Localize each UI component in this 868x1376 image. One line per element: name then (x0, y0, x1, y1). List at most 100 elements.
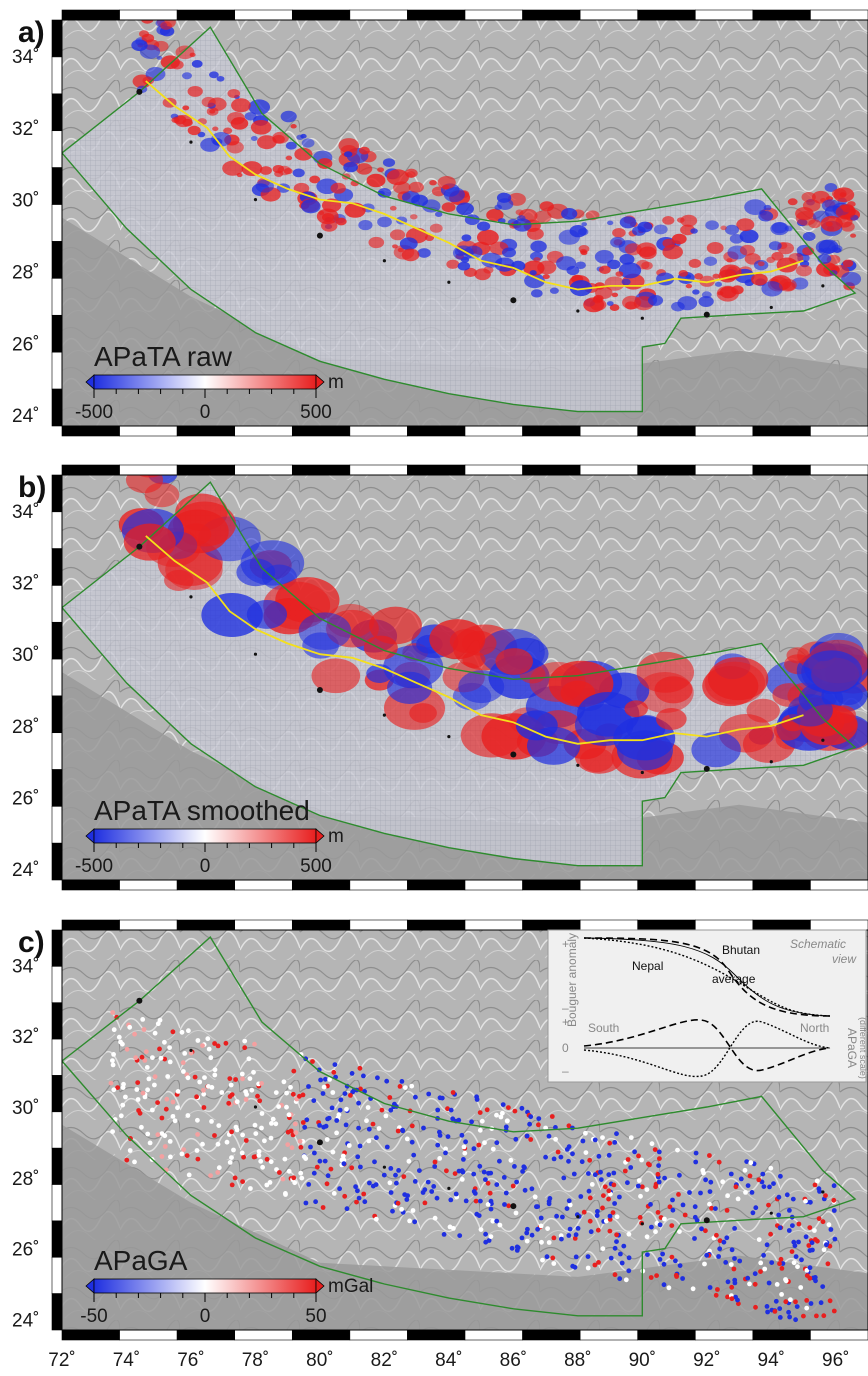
frame-bottom-segment (61, 879, 120, 891)
gravity-station (118, 1113, 124, 1119)
gravity-station (164, 1096, 170, 1102)
negative-anomaly (692, 289, 700, 295)
gravity-station (494, 1218, 500, 1224)
gravity-station (364, 1118, 369, 1124)
frame-bottom-segment (349, 425, 408, 437)
gravity-station (505, 1118, 510, 1124)
gravity-station (606, 1188, 612, 1194)
negative-anomaly (841, 271, 862, 287)
gravity-station (158, 1055, 164, 1061)
negative-anomaly (691, 731, 741, 768)
positive-anomaly (808, 219, 821, 229)
gravity-station (806, 1243, 812, 1248)
gravity-station (707, 1285, 713, 1290)
profile-marker (382, 259, 386, 263)
gravity-station (298, 1170, 304, 1176)
positive-anomaly (429, 223, 443, 233)
gravity-station (713, 1206, 718, 1211)
negative-anomaly (653, 224, 668, 235)
gravity-station (405, 1193, 410, 1198)
gravity-station (656, 1163, 661, 1168)
gravity-station (346, 1143, 352, 1148)
negative-anomaly (610, 236, 626, 248)
lon-label: 90˚ (629, 1350, 656, 1371)
gravity-station (407, 1218, 412, 1224)
colorbar-tick-label: 0 (200, 402, 211, 423)
negative-anomaly (417, 248, 431, 258)
gravity-station (602, 1184, 608, 1190)
gravity-station (764, 1304, 770, 1309)
frame-bottom-segment (291, 425, 351, 437)
gravity-station (661, 1282, 667, 1288)
gravity-station (479, 1118, 485, 1124)
gravity-station (162, 1056, 168, 1062)
positive-anomaly (802, 199, 821, 212)
colorbar (93, 1278, 317, 1294)
gravity-station (768, 1231, 773, 1237)
colorbar-tick-label: 500 (300, 856, 332, 877)
gravity-station (600, 1246, 606, 1252)
gravity-station (116, 1034, 122, 1040)
gravity-station (628, 1135, 634, 1140)
positive-anomaly (641, 261, 653, 270)
frame-top-segment (234, 919, 293, 931)
gravity-station (291, 1175, 297, 1181)
frame-top-segment (291, 464, 351, 476)
frame-top-segment (234, 9, 293, 21)
positive-anomaly (739, 244, 756, 256)
inset-box (547, 929, 867, 1083)
frame-left-segment (51, 241, 63, 279)
gravity-station (185, 1075, 191, 1081)
gravity-station (273, 1090, 279, 1095)
gravity-station (603, 1218, 609, 1224)
positive-anomaly (787, 198, 798, 206)
gravity-station (812, 1182, 818, 1188)
gravity-station (773, 1298, 779, 1304)
gravity-station (566, 1198, 572, 1204)
gravity-station (127, 1024, 133, 1030)
gravity-station (510, 1183, 516, 1189)
gravity-station (529, 1232, 535, 1238)
gravity-station (674, 1274, 679, 1279)
frame-left-segment (51, 929, 63, 967)
gravity-station (181, 1147, 187, 1152)
frame-top-segment (464, 9, 523, 21)
profile-marker (576, 309, 580, 313)
gravity-station (260, 1164, 265, 1170)
gravity-station (141, 1027, 147, 1032)
gravity-station (264, 1156, 270, 1162)
positive-anomaly (604, 276, 625, 291)
frame-bottom-segment (119, 879, 178, 891)
gravity-station (349, 1071, 355, 1076)
positive-anomaly (835, 205, 856, 220)
gravity-station (804, 1273, 810, 1278)
map-frame (51, 919, 868, 1341)
gravity-station (167, 1045, 173, 1050)
gravity-station (725, 1279, 731, 1285)
gravity-station (228, 1082, 234, 1088)
gravity-station (256, 1149, 262, 1154)
negative-anomaly (131, 39, 148, 52)
gravity-station (503, 1124, 509, 1130)
positive-anomaly (212, 126, 219, 132)
negative-anomaly (244, 112, 257, 121)
gravity-station (607, 1140, 613, 1146)
profile-marker (316, 1139, 323, 1146)
gravity-station (528, 1114, 534, 1120)
gravity-station (758, 1260, 764, 1266)
gravity-station (677, 1172, 682, 1178)
frame-left-segment (51, 1184, 63, 1222)
gravity-station (793, 1299, 798, 1305)
positive-anomaly (579, 747, 614, 773)
gravity-station (715, 1287, 720, 1292)
frame-bottom-segment (234, 1329, 293, 1341)
gravity-station (821, 1247, 827, 1253)
gravity-station (334, 1130, 339, 1136)
gravity-station (803, 1234, 809, 1240)
positive-anomaly (625, 301, 637, 310)
frame-top-segment (810, 9, 868, 21)
gravity-station (787, 1314, 792, 1320)
positive-anomaly (231, 98, 251, 113)
positive-anomaly (356, 163, 373, 175)
positive-anomaly (201, 96, 216, 108)
